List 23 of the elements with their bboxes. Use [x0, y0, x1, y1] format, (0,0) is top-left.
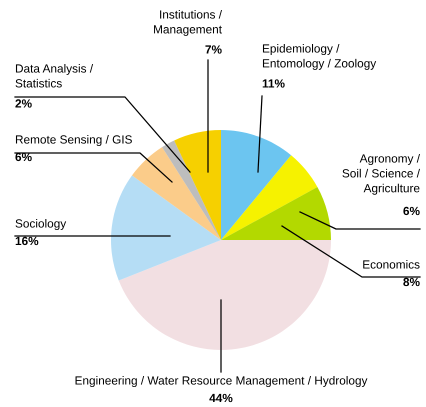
data-label: 11%	[262, 79, 285, 88]
data-label: 8%	[403, 278, 420, 286]
data-label: 2%	[15, 99, 32, 108]
pie-slice	[132, 147, 221, 240]
pie-slice	[111, 175, 221, 280]
slice-label: Remote Sensing / GIS	[16, 135, 132, 146]
slice-label: Institutions / Management	[154, 10, 222, 36]
pie-slice	[221, 155, 318, 240]
slice-label: Data Analysis / Statistics	[16, 64, 94, 88]
data-label: 44%	[209, 394, 233, 402]
pie-slice	[162, 140, 221, 240]
slice-label: Engineering / Water Resource Management / Hydrology	[76, 376, 368, 388]
pie-slice	[174, 130, 221, 240]
slice-label: Agronomy / Soil / Science / Agriculture	[342, 154, 420, 195]
pie-slice	[118, 240, 331, 350]
pie-slice	[221, 187, 331, 240]
data-label: 6%	[403, 206, 420, 216]
slice-label: Epidemiology / Entomology / Zoology	[262, 44, 376, 70]
pie-slice	[221, 130, 292, 240]
data-label: 7%	[205, 45, 222, 54]
slice-label: Sociology	[16, 219, 66, 230]
slice-label: Economics	[363, 260, 420, 269]
data-label: 16%	[16, 236, 38, 246]
